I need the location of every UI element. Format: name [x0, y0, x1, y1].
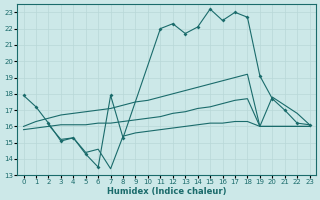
- X-axis label: Humidex (Indice chaleur): Humidex (Indice chaleur): [107, 187, 226, 196]
